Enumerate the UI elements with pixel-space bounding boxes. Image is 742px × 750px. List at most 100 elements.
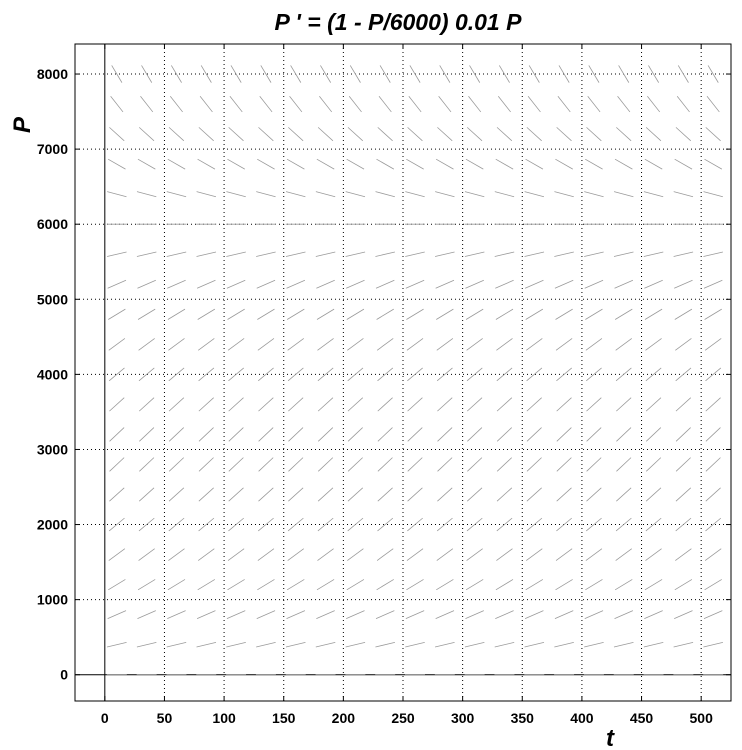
slope-segment (346, 158, 365, 170)
slope-segment (407, 487, 423, 502)
slope-segment (526, 427, 542, 442)
slope-segment (316, 158, 335, 170)
slope-segment (675, 517, 692, 532)
x-tick-label: 0 (101, 710, 109, 726)
slope-segment (259, 95, 273, 113)
slope-segment (256, 610, 276, 620)
slope-segment (138, 397, 155, 412)
slope-segment (375, 642, 396, 648)
slope-segment (645, 487, 662, 502)
slope-segment (525, 338, 543, 351)
slope-segment (376, 308, 394, 320)
slope-segment (348, 95, 362, 113)
slope-segment (258, 127, 274, 142)
slope-segment (257, 338, 275, 351)
slope-segment (585, 338, 603, 351)
slope-segment (166, 642, 187, 648)
slope-segment (256, 191, 276, 198)
slope-segment (286, 610, 306, 620)
slope-segment (168, 487, 185, 502)
slope-segment (111, 65, 123, 83)
slope-segment (317, 397, 334, 412)
x-tick-label: 350 (511, 710, 535, 726)
x-tick-label: 450 (630, 710, 654, 726)
slope-segment (467, 457, 483, 472)
slope-segment (705, 427, 721, 442)
slope-segment (465, 308, 484, 320)
slope-segment (526, 487, 542, 502)
slope-segment (377, 127, 393, 142)
chart-title: P ' = (1 - P/6000) 0.01 P (275, 9, 523, 35)
slope-segment (406, 158, 424, 170)
slope-segment (586, 457, 602, 472)
slope-segment (168, 517, 185, 532)
slope-segment (673, 191, 694, 198)
y-tick-label: 1000 (37, 592, 68, 608)
slope-segment (436, 308, 454, 320)
slope-segment (406, 338, 424, 351)
slope-segment (377, 367, 394, 382)
slope-segment (704, 158, 723, 170)
slope-segment (198, 517, 215, 532)
slope-segment (377, 457, 393, 472)
slope-segment (675, 338, 692, 351)
slope-segment (524, 251, 545, 257)
x-ticks: 0 50 100 150 200 250 300 350 400 450 500 (101, 44, 713, 726)
slope-segment (674, 308, 693, 320)
slope-segment (645, 397, 662, 412)
slope-segment (346, 279, 365, 289)
slope-segment (109, 457, 125, 472)
slope-segment (468, 95, 482, 113)
slope-segment (556, 427, 572, 442)
slope-segment (407, 517, 423, 532)
slope-segment (108, 367, 125, 382)
slope-segment (197, 548, 215, 561)
slope-segment (645, 517, 662, 532)
slope-segment (166, 251, 187, 257)
slope-segment (525, 548, 543, 561)
slope-segment (705, 487, 721, 502)
slope-segment (317, 487, 334, 502)
slope-segment (528, 65, 540, 83)
slope-segment (375, 610, 395, 620)
slope-segment (613, 191, 634, 198)
slope-segment (168, 427, 185, 442)
slope-segment (616, 427, 632, 442)
slope-segment (584, 279, 604, 289)
slope-segment (554, 610, 574, 620)
slope-segment (495, 610, 514, 620)
slope-segment (288, 397, 304, 412)
slope-segment (376, 579, 394, 591)
slope-segment (405, 251, 425, 257)
slope-segment (645, 367, 662, 382)
slope-segment (436, 367, 453, 382)
slope-segment (643, 251, 664, 257)
slope-segment (260, 65, 272, 83)
slope-segment (616, 397, 632, 412)
slope-segment (376, 158, 395, 170)
slope-segment (437, 457, 453, 472)
slope-segment (317, 367, 334, 382)
slope-segment (409, 65, 421, 83)
slope-segment (555, 158, 573, 170)
slope-segment (257, 579, 275, 591)
slope-segment (407, 127, 423, 142)
slope-segment (644, 279, 663, 289)
slope-segment (166, 191, 187, 198)
slope-segment (437, 487, 453, 502)
slope-segment (257, 308, 275, 320)
slope-segment (643, 191, 664, 198)
y-tick-label: 8000 (37, 66, 68, 82)
slope-segment (228, 517, 245, 532)
slope-segment (200, 65, 212, 83)
slope-segment (316, 279, 335, 289)
slope-segment (198, 457, 214, 472)
slope-segment (320, 65, 332, 83)
slope-segment (674, 279, 693, 289)
slope-segment (347, 517, 364, 532)
slope-segment (107, 610, 127, 620)
y-tick-label: 0 (60, 667, 68, 683)
slope-segment (288, 427, 304, 442)
slope-segment (227, 308, 245, 320)
